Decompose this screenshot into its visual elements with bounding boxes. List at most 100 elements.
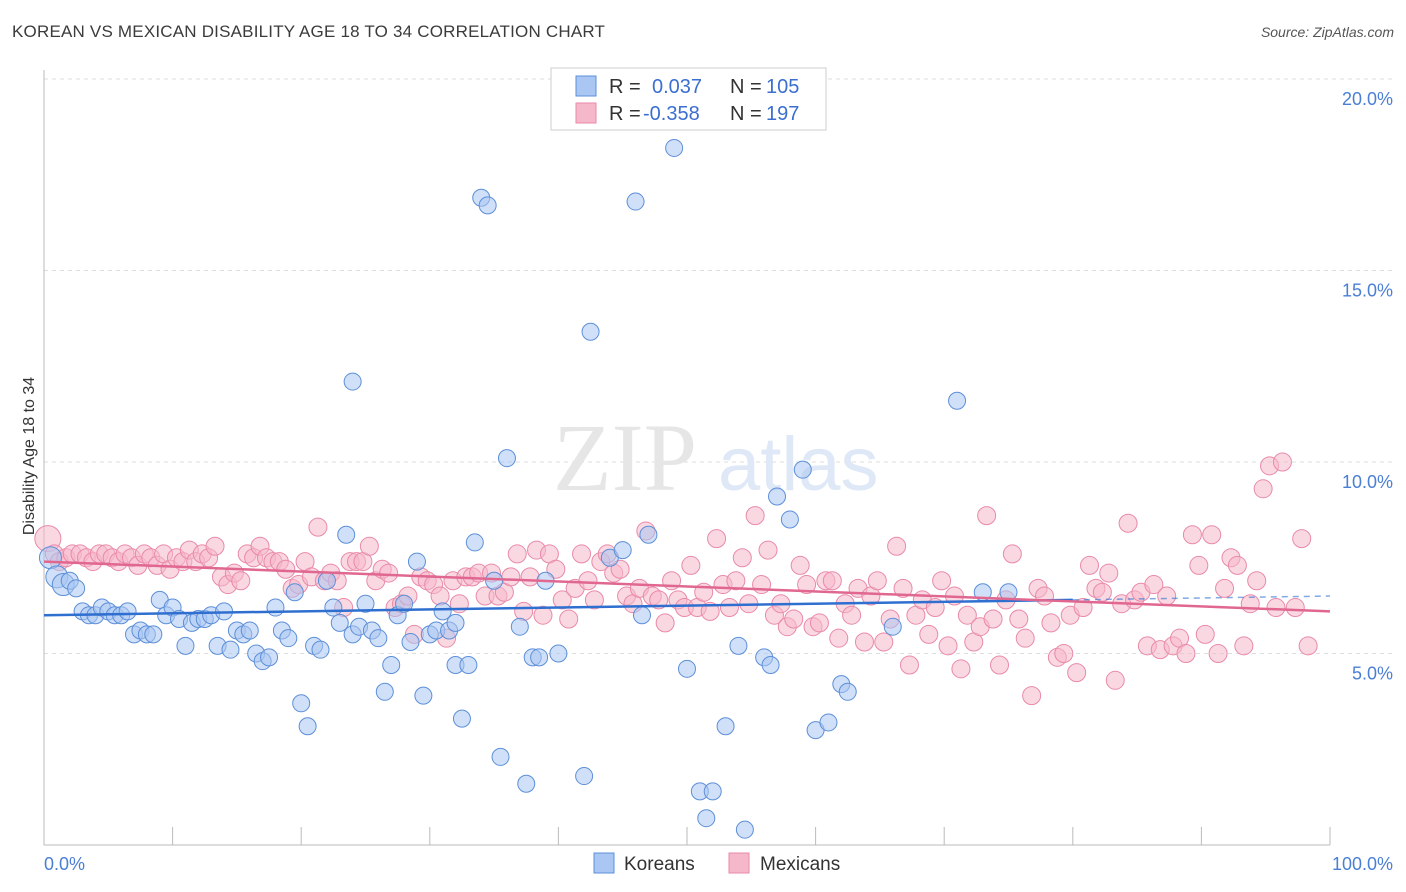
tick-labels: 5.0% 10.0% 15.0% 20.0% 0.0% 100.0% — [44, 89, 1393, 874]
chart-title: KOREAN VS MEXICAN DISABILITY AGE 18 TO 3… — [12, 22, 606, 41]
legend-r-label-mexicans: R = — [609, 103, 641, 125]
mexican-trend-line — [43, 560, 1331, 613]
mexican-point — [1215, 578, 1235, 598]
trend-lines — [43, 560, 1331, 617]
korean-point — [452, 709, 471, 728]
mexican-point — [1227, 555, 1247, 575]
legend-swatch-mexicans — [575, 102, 597, 124]
mexican-point — [1118, 513, 1138, 533]
korean-point — [446, 613, 465, 632]
y-tick-label: 5.0% — [1352, 664, 1393, 684]
korean-point — [144, 625, 163, 644]
mexican-point — [205, 536, 225, 556]
mexican-point — [854, 632, 874, 652]
mexican-point — [957, 605, 977, 625]
mexican-point — [842, 605, 862, 625]
mexican-point — [1195, 624, 1215, 644]
korean-point — [729, 636, 748, 655]
mexican-point — [1080, 555, 1100, 575]
korean-point — [639, 525, 658, 544]
mexican-point — [1099, 563, 1119, 583]
korean-point — [697, 809, 716, 828]
mexican-point — [732, 548, 752, 568]
korean-point — [793, 460, 812, 479]
korean-trend-extension — [1072, 595, 1331, 601]
y-tick-label: 15.0% — [1342, 281, 1393, 301]
legend-n-value-mexicans: 197 — [766, 103, 799, 125]
mexican-point — [520, 567, 540, 587]
mexican-point — [514, 601, 534, 621]
korean-point — [176, 636, 195, 655]
korean-point — [838, 682, 857, 701]
mexican-point — [1022, 686, 1042, 706]
korean-point — [221, 640, 240, 659]
mexican-point — [951, 659, 971, 679]
korean-point — [343, 372, 362, 391]
korean-point — [279, 629, 298, 648]
mexican-point — [752, 575, 772, 595]
korean-point — [414, 686, 433, 705]
mexican-point — [983, 609, 1003, 629]
korean-point — [735, 820, 754, 839]
mexican-point — [893, 578, 913, 598]
mexican-point — [1144, 575, 1164, 595]
mexican-point — [501, 567, 521, 587]
korean-point — [626, 192, 645, 211]
korean-point — [768, 487, 787, 506]
mexican-point — [989, 655, 1009, 675]
korean-point — [317, 571, 336, 590]
korean-point — [948, 391, 967, 410]
korean-point — [292, 694, 311, 713]
mexican-point — [867, 571, 887, 591]
mexican-point — [1189, 555, 1209, 575]
mexican-point — [1041, 613, 1061, 633]
korean-point — [407, 552, 426, 571]
mexican-point — [507, 544, 527, 564]
korean-point — [356, 594, 375, 613]
mexican-point — [1035, 586, 1055, 606]
korean-point — [761, 655, 780, 674]
mexican-point — [1054, 644, 1074, 663]
mexican-point — [1298, 636, 1318, 656]
mexican-point — [379, 563, 399, 583]
mexican-point — [552, 590, 572, 610]
korean-points — [38, 138, 1018, 839]
mexican-point — [932, 571, 952, 591]
mexican-point — [1002, 544, 1022, 564]
korean-point — [324, 598, 343, 617]
korean-point — [678, 659, 696, 678]
mexican-point — [276, 559, 296, 579]
korean-point — [260, 648, 279, 667]
korean-point — [780, 510, 799, 529]
mexican-point — [655, 613, 675, 633]
mexican-point — [1208, 644, 1228, 663]
mexican-point — [584, 590, 604, 610]
korean-point — [337, 525, 356, 544]
watermark-zip: ZIP — [553, 404, 697, 511]
mexican-point — [745, 506, 765, 526]
mexican-point — [649, 590, 669, 610]
mexican-point — [829, 628, 849, 648]
mexican-point — [1253, 479, 1273, 499]
mexican-point — [790, 555, 810, 575]
bottom-legend-mexicans: Mexicans — [760, 854, 840, 875]
mexican-point — [1092, 582, 1112, 602]
mexican-point — [1202, 525, 1222, 545]
axes — [43, 70, 1331, 846]
mexican-point — [938, 636, 958, 656]
korean-point — [375, 682, 394, 701]
mexican-point — [1015, 628, 1035, 648]
korean-point — [632, 606, 651, 625]
korean-point — [581, 322, 600, 341]
korean-point — [883, 617, 902, 636]
mexican-point — [572, 544, 592, 564]
korean-point — [369, 629, 388, 648]
source-label: Source: ZipAtlas.com — [1260, 24, 1394, 40]
mexican-point — [797, 575, 817, 595]
mexican-point — [977, 506, 997, 526]
korean-point — [497, 449, 516, 468]
korean-point — [478, 196, 497, 215]
x-tick-label: 0.0% — [44, 854, 85, 874]
mexican-point — [359, 536, 379, 556]
mexican-point — [559, 609, 579, 629]
